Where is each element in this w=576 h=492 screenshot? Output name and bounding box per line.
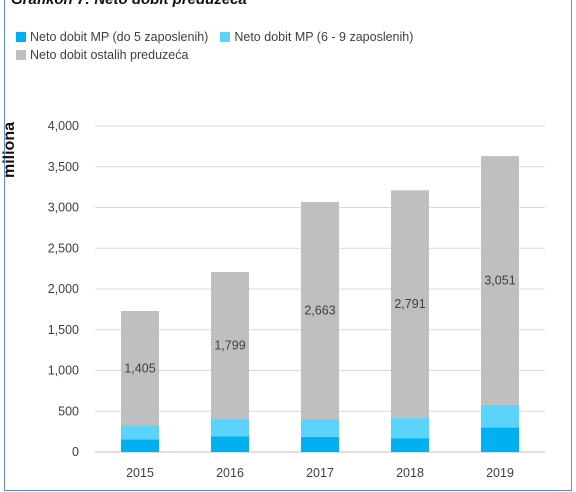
legend: Neto dobit MP (do 5 zaposlenih) Neto dob… xyxy=(16,28,556,64)
legend-row-1: Neto dobit MP (do 5 zaposlenih) Neto dob… xyxy=(16,28,556,46)
legend-swatch-series-2 xyxy=(220,32,231,42)
legend-item-series-2: Neto dobit MP (6 - 9 zaposlenih) xyxy=(220,30,413,44)
legend-label-series-1: Neto dobit MP (do 5 zaposlenih) xyxy=(30,30,209,44)
chart-frame: Grafikon 7: Neto dobit preduzeća xyxy=(4,0,572,491)
legend-row-2: Neto dobit ostalih preduzeća xyxy=(16,46,556,64)
y-axis-label: miliona xyxy=(1,121,18,178)
legend-label-series-3: Neto dobit ostalih preduzeća xyxy=(30,48,189,62)
legend-swatch-series-3 xyxy=(16,50,26,60)
chart-title: Grafikon 7: Neto dobit preduzeća xyxy=(11,0,247,8)
legend-label-series-2: Neto dobit MP (6 - 9 zaposlenih) xyxy=(234,30,414,44)
legend-swatch-series-1 xyxy=(16,32,26,42)
legend-item-series-1: Neto dobit MP (do 5 zaposlenih) xyxy=(16,30,208,44)
legend-item-series-3: Neto dobit ostalih preduzeća xyxy=(16,48,188,62)
